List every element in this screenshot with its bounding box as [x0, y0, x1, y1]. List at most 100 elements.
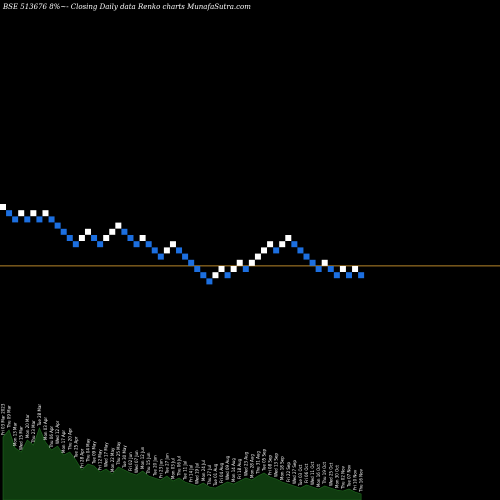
date-label: Fri 03 Mar 2023	[1, 403, 6, 435]
date-label: Mon 03 Apr	[43, 417, 48, 440]
renko-brick-down	[145, 241, 152, 248]
renko-brick-down	[72, 241, 79, 248]
date-label: Wed 19 Jul	[195, 463, 200, 484]
renko-brick-down	[333, 272, 340, 279]
renko-brick-down	[315, 266, 322, 272]
renko-brick-down	[182, 253, 189, 260]
date-label: Fri 12 May	[98, 449, 103, 470]
date-label: Fri 18 Aug	[237, 458, 242, 479]
date-label: Mon 16 Oct	[316, 464, 321, 487]
date-label: Thu 20 Apr	[67, 428, 72, 451]
date-label: Tue 25 Apr	[73, 436, 78, 459]
date-label: Mon 22 May	[110, 447, 115, 472]
renko-bricks	[0, 204, 365, 285]
chart-title: BSE 513676 8%~- Closing Daily data Renko…	[2, 3, 251, 11]
renko-brick-down	[242, 266, 249, 272]
renko-brick-down	[91, 235, 98, 241]
date-label: Tue 30 May	[122, 445, 127, 469]
renko-brick-down	[345, 272, 352, 279]
date-label: Wed 23 Aug	[243, 451, 248, 476]
date-label: Fri 02 Jun	[128, 452, 133, 471]
renko-brick-up	[285, 235, 292, 241]
renko-brick-up	[212, 272, 219, 279]
renko-brick-up	[84, 228, 91, 235]
renko-brick-up	[115, 222, 122, 229]
date-label: Tue 05 Sep	[262, 449, 267, 472]
renko-brick-down	[157, 253, 164, 260]
date-label: Tue 28 Mar	[37, 404, 42, 427]
date-label: Wed 12 Apr	[55, 420, 60, 444]
date-label: Tue 11 Jul	[183, 461, 188, 481]
renko-brick-up	[42, 210, 49, 217]
date-label: Thu 15 Jun	[146, 452, 151, 475]
date-label: Tue 27 Jun	[164, 453, 169, 475]
renko-brick-down	[151, 247, 158, 254]
renko-brick-up	[169, 241, 176, 248]
renko-brick-up	[279, 241, 286, 248]
date-label: Thu 31 Aug	[255, 451, 260, 475]
renko-brick-up	[352, 266, 359, 272]
date-label: Thu 02 Nov	[340, 465, 345, 490]
date-label: Tue 07 Nov	[346, 464, 351, 488]
renko-brick-down	[358, 272, 365, 279]
renko-brick-down	[188, 259, 195, 266]
renko-brick-up	[261, 247, 268, 254]
renko-brick-up	[248, 259, 255, 266]
date-label: Thu 25 May	[116, 441, 121, 466]
renko-brick-up	[0, 204, 6, 210]
date-label: Thu 06 Apr	[49, 426, 54, 449]
renko-brick-down	[224, 272, 231, 279]
date-label: Fri 10 Nov	[353, 469, 358, 490]
renko-brick-down	[24, 216, 31, 223]
date-label: Fri 14 Jul	[189, 465, 194, 482]
renko-brick-down	[206, 278, 213, 285]
date-label: Thu 19 Oct	[322, 462, 327, 485]
renko-brick-up	[236, 259, 243, 266]
renko-brick-up	[103, 235, 110, 241]
date-label: Mon 12 Jun	[140, 446, 145, 469]
renko-brick-up	[30, 210, 37, 217]
volume-panel	[2, 427, 362, 500]
date-label: Wed 25 Oct	[328, 462, 333, 486]
renko-brick-down	[200, 272, 207, 279]
date-label: Thu 06 Jul	[177, 456, 182, 477]
renko-brick-up	[267, 241, 274, 248]
date-label: Wed 11 Oct	[310, 461, 315, 485]
renko-brick-down	[291, 241, 298, 248]
renko-brick-up	[230, 266, 237, 272]
renko-brick-down	[121, 228, 128, 235]
renko-brick-down	[273, 247, 280, 254]
date-label: Fri 08 Sep	[268, 455, 273, 475]
renko-brick-up	[339, 266, 346, 272]
date-label: Fri 04 Aug	[219, 462, 224, 483]
renko-brick-down	[303, 253, 310, 260]
date-label: Tue 09 May	[92, 441, 97, 465]
date-label: Fri 23 Jun	[158, 459, 163, 478]
renko-brick-down	[60, 228, 67, 235]
volume-area	[2, 427, 362, 500]
date-label: Tue 01 Aug	[213, 463, 218, 487]
date-label: Wed 13 Sep	[274, 453, 279, 477]
renko-brick-up	[163, 247, 170, 254]
renko-brick-down	[127, 235, 134, 241]
renko-brick-down	[327, 266, 334, 272]
renko-brick-up	[218, 266, 225, 272]
renko-brick-down	[54, 222, 61, 229]
date-label: Mon 24 Jul	[201, 460, 206, 481]
date-label: Wed 27 Sep	[292, 460, 297, 484]
date-label: Thu 09 Mar	[7, 405, 12, 429]
date-label: Mon 13 Mar	[13, 422, 18, 446]
renko-brick-down	[133, 241, 140, 248]
renko-brick-down	[297, 247, 304, 254]
renko-brick-up	[109, 228, 116, 235]
renko-brick-up	[321, 259, 328, 266]
date-label: Tue 20 Jun	[152, 455, 157, 477]
date-label: Wed 07 Jun	[134, 450, 139, 473]
date-label: Fri 22 Sep	[286, 462, 291, 482]
date-label: Mon 30 Oct	[334, 465, 339, 488]
date-label: Mon 14 Aug	[231, 458, 236, 482]
date-label: Thu 23 Mar	[31, 420, 36, 444]
